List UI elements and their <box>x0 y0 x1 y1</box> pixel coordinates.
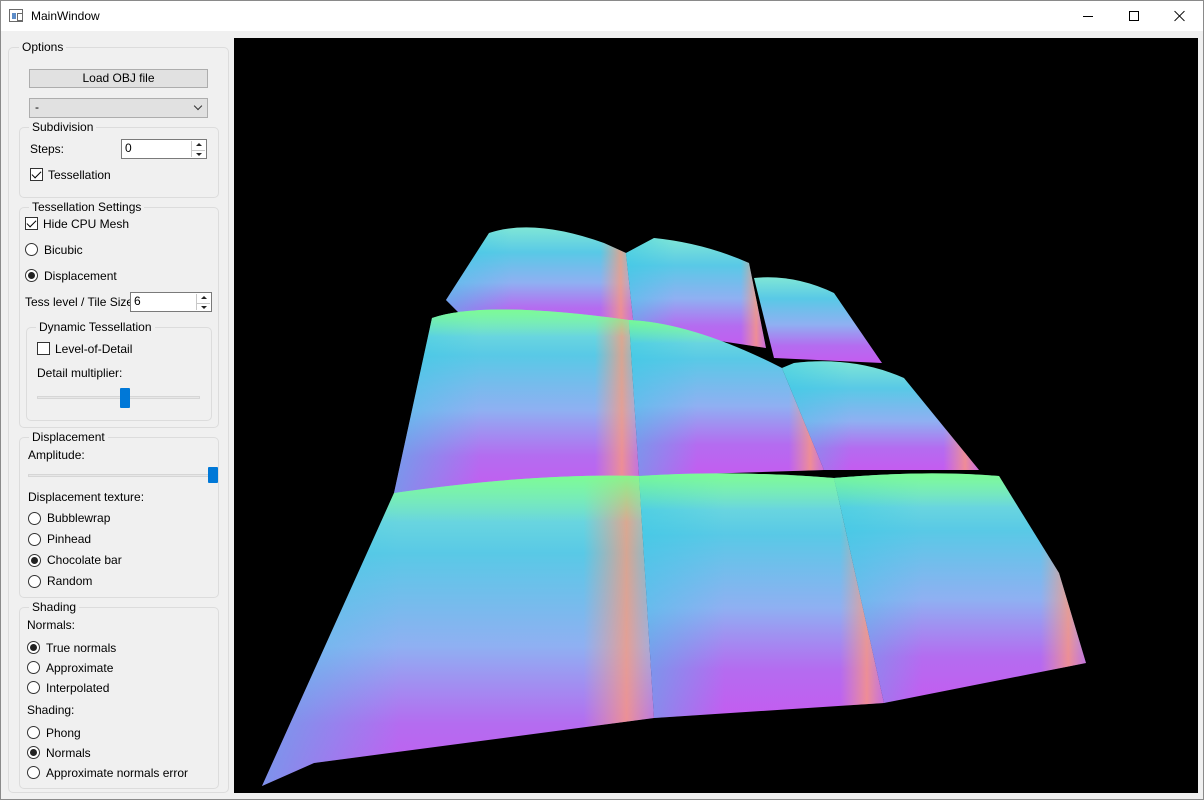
amplitude-label: Amplitude: <box>28 448 85 462</box>
pinhead-radio[interactable] <box>28 533 41 546</box>
close-icon <box>1174 10 1186 22</box>
displacement-texture-label: Displacement texture: <box>28 490 145 504</box>
phong-radio[interactable] <box>27 726 40 739</box>
dynamic-tessellation-group: Dynamic Tessellation <box>26 320 212 421</box>
lod-checkbox[interactable] <box>37 342 50 355</box>
close-button[interactable] <box>1157 1 1203 31</box>
spin-down-icon[interactable] <box>197 303 210 310</box>
shading-legend: Shading <box>29 600 80 615</box>
bicubic-label: Bicubic <box>44 243 83 257</box>
bubblewrap-label: Bubblewrap <box>47 511 111 525</box>
chocolate-bar-radio[interactable] <box>28 554 41 567</box>
maximize-icon <box>1129 11 1139 21</box>
subdivision-group: Subdivision <box>19 120 219 198</box>
app-window-icon <box>9 9 23 22</box>
mesh-tiles <box>262 227 1086 786</box>
displacement-radio[interactable] <box>25 269 38 282</box>
chocolate-bar-label: Chocolate bar <box>47 553 122 567</box>
spin-up-icon[interactable] <box>192 141 205 148</box>
true-normals-radio[interactable] <box>27 641 40 654</box>
spin-up-icon[interactable] <box>197 294 210 301</box>
chevron-down-icon <box>193 101 203 111</box>
interpolated-label: Interpolated <box>46 681 110 695</box>
tess-level-spinbox[interactable]: 6 <box>130 292 212 312</box>
title-bar: MainWindow <box>1 1 1203 31</box>
detail-multiplier-handle[interactable] <box>120 388 130 408</box>
normals-shading-label: Normals <box>46 746 91 760</box>
random-label: Random <box>47 574 93 588</box>
dynamic-tessellation-legend: Dynamic Tessellation <box>36 320 155 335</box>
amplitude-slider[interactable] <box>28 474 218 477</box>
amplitude-handle[interactable] <box>208 467 218 483</box>
approximate-normals-error-label: Approximate normals error <box>46 766 189 780</box>
bicubic-radio[interactable] <box>25 243 38 256</box>
model-select[interactable]: - <box>29 98 208 118</box>
minimize-button[interactable] <box>1065 1 1111 31</box>
approximate-label: Approximate <box>46 661 114 675</box>
normals-label: Normals: <box>27 618 76 632</box>
bubblewrap-radio[interactable] <box>28 512 41 525</box>
model-select-value: - <box>35 100 39 114</box>
shading-mode-label: Shading: <box>27 703 75 717</box>
steps-spin-buttons <box>191 141 205 157</box>
steps-value: 0 <box>125 141 132 155</box>
maximize-button[interactable] <box>1111 1 1157 31</box>
detail-multiplier-slider[interactable] <box>37 396 200 399</box>
tessellation-label: Tessellation <box>48 168 111 182</box>
random-radio[interactable] <box>28 575 41 588</box>
gl-viewport[interactable] <box>234 38 1198 793</box>
tess-level-spin-buttons <box>196 294 210 310</box>
mesh-render <box>262 227 1086 786</box>
approximate-normals-error-radio[interactable] <box>27 766 40 779</box>
steps-label: Steps: <box>30 142 65 156</box>
options-legend: Options <box>19 40 67 55</box>
hide-cpu-mesh-checkbox[interactable] <box>25 217 38 230</box>
lod-label: Level-of-Detail <box>55 342 133 356</box>
subdivision-legend: Subdivision <box>29 120 97 135</box>
tessellation-settings-legend: Tessellation Settings <box>29 200 145 215</box>
tess-level-value: 6 <box>134 294 141 308</box>
true-normals-label: True normals <box>46 641 117 655</box>
spin-down-icon[interactable] <box>192 150 205 157</box>
load-obj-button[interactable]: Load OBJ file <box>29 69 208 88</box>
window-title: MainWindow <box>31 9 100 23</box>
hide-cpu-mesh-label: Hide CPU Mesh <box>43 217 130 231</box>
displacement-mode-label: Displacement <box>44 269 117 283</box>
minimize-icon <box>1083 15 1093 17</box>
displacement-group: Displacement <box>19 430 219 598</box>
displacement-legend: Displacement <box>29 430 108 445</box>
options-group: Options <box>8 40 229 793</box>
tessellation-checkbox[interactable] <box>30 168 43 181</box>
shading-group: Shading <box>19 600 219 789</box>
pinhead-label: Pinhead <box>47 532 92 546</box>
detail-multiplier-label: Detail multiplier: <box>37 366 123 380</box>
tessellation-settings-group: Tessellation Settings <box>19 200 219 428</box>
normals-shading-radio[interactable] <box>27 746 40 759</box>
steps-spinbox[interactable]: 0 <box>121 139 207 159</box>
phong-label: Phong <box>46 726 81 740</box>
tess-level-label: Tess level / Tile Size <box>25 295 134 309</box>
interpolated-radio[interactable] <box>27 681 40 694</box>
approximate-radio[interactable] <box>27 661 40 674</box>
